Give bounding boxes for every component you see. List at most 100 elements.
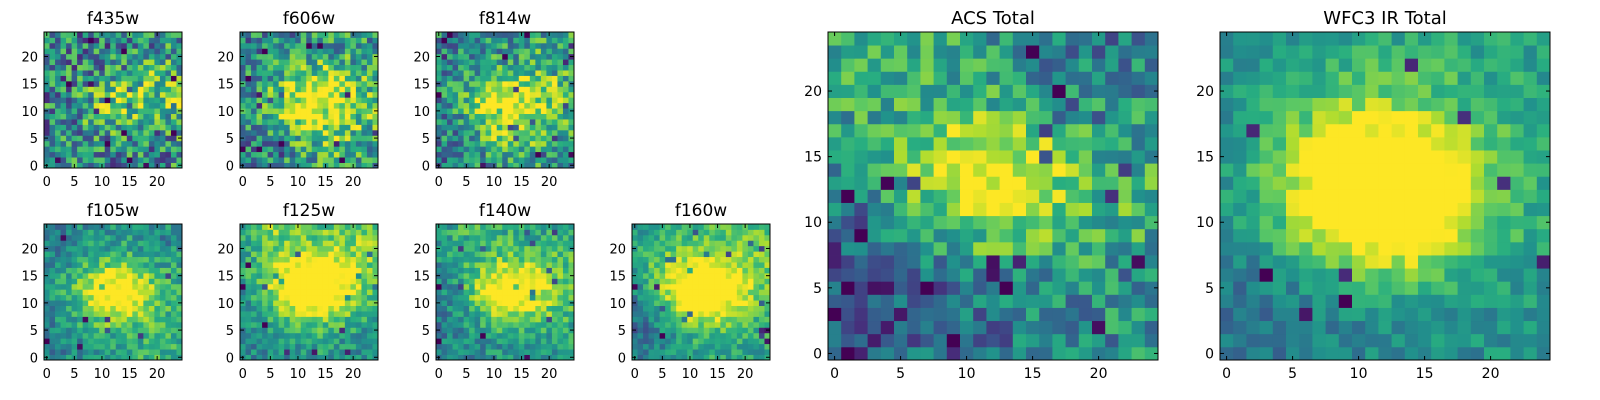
heat-cell xyxy=(317,332,324,339)
heat-cell xyxy=(278,327,285,334)
heat-cell xyxy=(469,108,476,114)
heat-cell xyxy=(742,256,749,263)
heat-cell xyxy=(474,108,481,114)
heat-cell xyxy=(82,162,89,169)
heat-cell xyxy=(126,289,133,296)
heat-cell xyxy=(540,162,547,169)
heat-cell xyxy=(245,305,252,312)
heat-cell xyxy=(339,283,346,290)
heat-cell xyxy=(262,102,268,109)
heat-cell xyxy=(529,135,536,142)
y-tick-label: 5 xyxy=(618,324,626,339)
heat-cell xyxy=(361,283,368,290)
heat-cell xyxy=(447,91,453,98)
heat-cell xyxy=(355,157,362,163)
heat-cell xyxy=(159,102,166,109)
heat-cell xyxy=(273,129,280,136)
heat-cell xyxy=(880,202,895,217)
heat-cell xyxy=(557,113,564,120)
heat-cell xyxy=(562,162,569,169)
heat-cell xyxy=(736,229,743,236)
heat-cell xyxy=(546,37,553,44)
heat-cell xyxy=(854,150,868,164)
heat-cell xyxy=(115,32,122,38)
heat-cell xyxy=(273,349,280,355)
heat-cell xyxy=(355,327,362,334)
heat-cell xyxy=(372,267,379,274)
heat-cell xyxy=(491,294,498,301)
heat-cell xyxy=(262,70,268,76)
heat-cell xyxy=(284,59,291,66)
heat-cell xyxy=(551,42,558,49)
heat-cell xyxy=(933,346,948,361)
heat-cell xyxy=(66,316,72,323)
heat-cell xyxy=(262,354,268,361)
heat-cell xyxy=(568,64,575,71)
heat-cell xyxy=(82,75,89,82)
heat-cell xyxy=(513,305,520,312)
heat-cell xyxy=(339,113,346,120)
heat-cell xyxy=(88,42,95,49)
heat-cell xyxy=(143,64,150,71)
heat-cell xyxy=(240,119,246,125)
heat-cell xyxy=(557,119,564,125)
heat-cell xyxy=(441,224,448,230)
heat-cell xyxy=(306,42,313,49)
heat-cell xyxy=(474,151,481,158)
heat-cell xyxy=(867,163,882,177)
heat-cell xyxy=(99,151,106,158)
heat-cell xyxy=(126,300,133,306)
heat-cell xyxy=(753,262,760,268)
heat-cell xyxy=(491,327,498,334)
heat-cell xyxy=(328,151,335,158)
heat-cell xyxy=(267,267,274,274)
heat-cell xyxy=(300,272,307,279)
y-tick-label: 0 xyxy=(422,159,430,174)
heat-cell xyxy=(524,32,531,38)
heat-cell xyxy=(322,272,329,279)
heat-cell xyxy=(289,32,296,38)
heat-cell xyxy=(60,267,67,274)
heat-cell xyxy=(681,267,688,274)
heat-cell xyxy=(344,283,351,290)
heat-cell xyxy=(49,229,56,236)
heat-cell xyxy=(322,53,329,60)
heat-cell xyxy=(159,300,166,306)
heat-cell xyxy=(339,157,346,163)
heat-cell xyxy=(524,294,531,301)
heat-cell xyxy=(93,80,100,87)
x-tick-label: 0 xyxy=(239,175,247,190)
heat-cell xyxy=(480,321,487,328)
heat-cell xyxy=(491,64,498,71)
heat-cell xyxy=(284,42,291,49)
heat-cell xyxy=(698,289,705,296)
heat-cell xyxy=(753,245,760,252)
heat-cell xyxy=(654,234,660,241)
heat-cell xyxy=(670,332,677,339)
heat-cell xyxy=(551,338,558,345)
heat-cell xyxy=(557,316,564,323)
heat-cell xyxy=(841,228,855,243)
heat-cell xyxy=(973,202,987,217)
heat-cell xyxy=(524,48,531,55)
heat-cell xyxy=(496,343,503,350)
heat-cell xyxy=(540,311,547,317)
heat-cell xyxy=(55,262,61,268)
heat-cell xyxy=(295,332,302,339)
heat-cell xyxy=(49,119,56,125)
heat-cell xyxy=(452,343,459,350)
heat-cell xyxy=(540,256,547,263)
heat-cell xyxy=(562,289,569,296)
heat-cell xyxy=(49,338,56,345)
heat-cell xyxy=(170,229,177,236)
heat-cell xyxy=(568,311,575,317)
heat-cell xyxy=(295,234,302,241)
heat-cell xyxy=(82,262,89,268)
heat-cell xyxy=(828,281,842,295)
heat-cell xyxy=(436,256,442,263)
heat-cell xyxy=(350,294,357,301)
heat-cell xyxy=(328,272,335,279)
heat-cell xyxy=(496,289,503,296)
